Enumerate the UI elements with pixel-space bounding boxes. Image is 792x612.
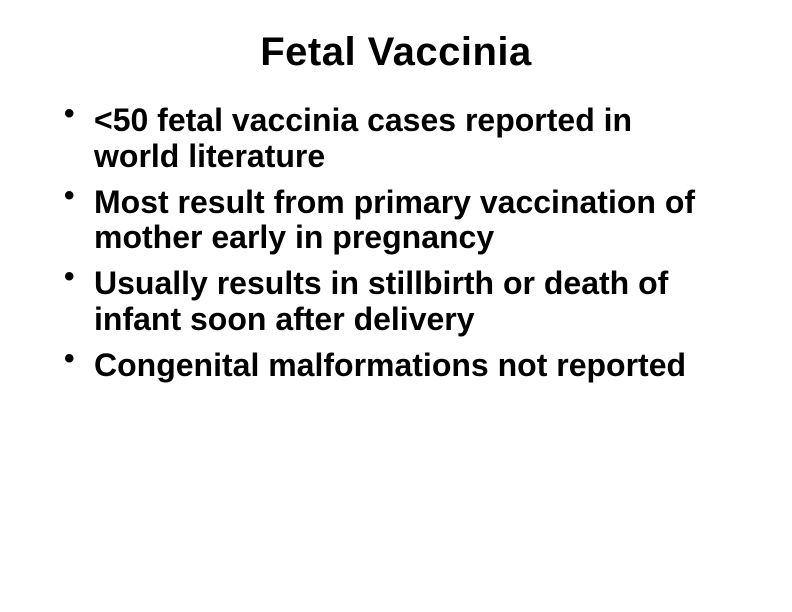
list-item: Most result from primary vaccination of …: [60, 185, 722, 257]
list-item: Congenital malformations not reported: [60, 348, 722, 384]
slide: Fetal Vaccinia <50 fetal vaccinia cases …: [0, 0, 792, 612]
bullet-list: <50 fetal vaccinia cases reported in wor…: [60, 103, 732, 384]
list-item: Usually results in stillbirth or death o…: [60, 266, 722, 338]
slide-title: Fetal Vaccinia: [60, 30, 732, 75]
list-item: <50 fetal vaccinia cases reported in wor…: [60, 103, 722, 175]
